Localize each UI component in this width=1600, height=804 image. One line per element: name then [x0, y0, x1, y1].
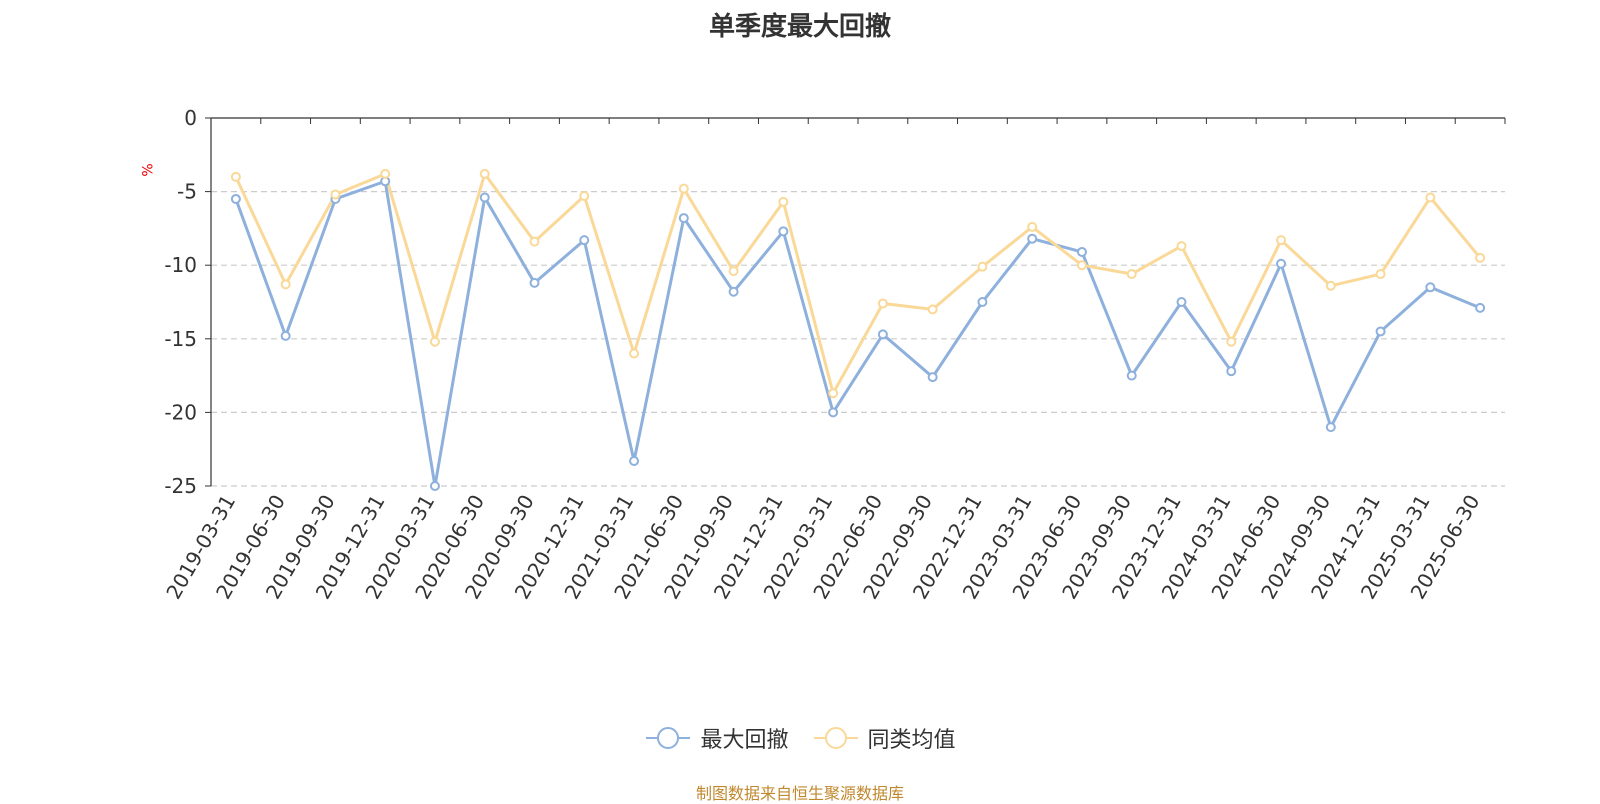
- data-point-1: [877, 298, 888, 309]
- y-tick-label: -10: [164, 253, 197, 277]
- data-point-1: [1375, 269, 1386, 280]
- data-point-1: [927, 304, 938, 315]
- legend-label-max-drawdown: 最大回撤: [700, 728, 789, 753]
- data-point-0: [529, 277, 540, 288]
- series-line-0: [234, 179, 1481, 488]
- data-point-0: [1276, 258, 1287, 269]
- data-point-1: [778, 196, 789, 207]
- legend-swatch-max-drawdown: [646, 727, 691, 749]
- data-point-1: [1176, 241, 1187, 252]
- series-line-1: [234, 172, 1482, 395]
- data-point-1: [1027, 221, 1038, 232]
- data-point-1: [579, 191, 590, 202]
- data-point-0: [1375, 326, 1386, 337]
- y-tick-label: -25: [164, 474, 197, 498]
- data-point-0: [1176, 297, 1187, 307]
- data-point-1: [1226, 336, 1237, 347]
- data-point-1: [380, 168, 391, 179]
- data-point-1: [728, 266, 739, 277]
- data-point-0: [778, 226, 789, 237]
- data-point-0: [230, 193, 241, 204]
- data-point-0: [579, 235, 590, 246]
- data-point-1: [330, 189, 341, 200]
- y-tick-label: 0: [184, 106, 197, 130]
- data-point-0: [1226, 366, 1237, 377]
- data-point-0: [877, 329, 888, 340]
- data-point-0: [1076, 246, 1087, 257]
- data-point-0: [1425, 282, 1436, 293]
- y-tick-label: -15: [164, 327, 197, 351]
- data-point-1: [1126, 269, 1137, 280]
- data-point-0: [1325, 422, 1336, 433]
- source-note: 制图数据来自恒生聚源数据库: [695, 784, 904, 803]
- data-point-1: [280, 279, 291, 290]
- data-point-0: [429, 481, 440, 491]
- data-point-1: [678, 183, 689, 194]
- chart-title: 单季度最大回撤: [708, 12, 891, 42]
- data-point-1: [1325, 280, 1336, 291]
- data-point-0: [927, 372, 938, 383]
- y-tick-label: -20: [164, 400, 197, 424]
- data-point-1: [230, 171, 241, 182]
- data-point-1: [429, 336, 440, 347]
- legend-label-peer-average: 同类均值: [867, 728, 956, 753]
- data-point-0: [629, 455, 640, 466]
- legend: 最大回撤 同类均值: [0, 722, 1600, 756]
- data-point-0: [1475, 302, 1486, 313]
- data-point-0: [828, 407, 839, 418]
- data-point-0: [678, 213, 689, 224]
- data-point-1: [1425, 192, 1436, 203]
- data-point-0: [479, 192, 490, 203]
- data-point-1: [828, 388, 839, 399]
- data-point-0: [1027, 233, 1038, 244]
- data-point-0: [1126, 370, 1137, 381]
- data-point-1: [529, 236, 540, 247]
- legend-item-peer-average[interactable]: 同类均值: [812, 722, 956, 754]
- data-point-1: [479, 168, 490, 179]
- data-point-0: [977, 297, 988, 307]
- data-point-1: [629, 348, 640, 359]
- data-point-0: [280, 330, 291, 341]
- data-point-1: [977, 261, 988, 272]
- data-point-1: [1276, 235, 1287, 246]
- data-point-1: [1076, 260, 1087, 271]
- data-point-0: [728, 286, 739, 297]
- legend-item-max-drawdown[interactable]: 最大回撤: [644, 722, 789, 754]
- legend-swatch-peer-average: [813, 727, 858, 749]
- y-tick-label: -5: [177, 180, 197, 204]
- data-point-1: [1475, 252, 1486, 263]
